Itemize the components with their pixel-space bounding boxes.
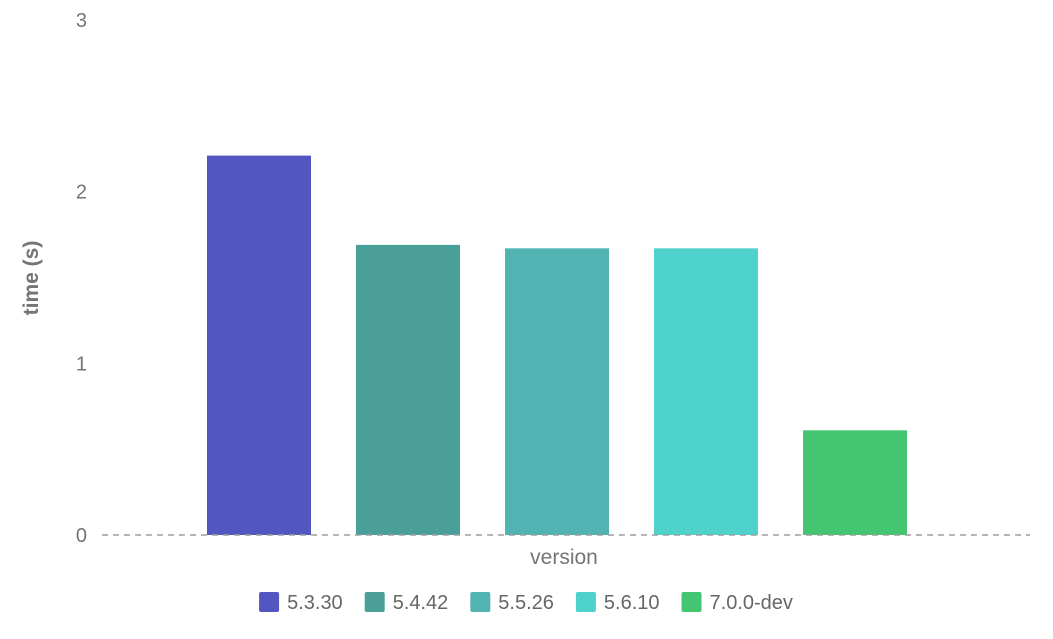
legend-label: 5.5.26 (498, 592, 554, 614)
legend-item[interactable]: 5.6.10 (575, 592, 660, 614)
bar-7.0.0-dev[interactable] (803, 430, 907, 535)
legend-item[interactable]: 7.0.0-dev (681, 592, 793, 614)
legend-label: 7.0.0-dev (710, 592, 793, 614)
legend-swatch (259, 592, 280, 612)
y-tick-label: 0 (76, 525, 87, 547)
legend-swatch (575, 592, 596, 612)
bar-5.6.10[interactable] (654, 248, 758, 536)
legend: 5.3.30 5.4.42 5.5.26 5.6.10 7.0.0-dev (259, 592, 793, 614)
legend-label: 5.4.42 (393, 592, 449, 614)
legend-item[interactable]: 5.5.26 (470, 592, 554, 614)
legend-swatch (470, 592, 491, 612)
y-axis-title: time (s) (20, 241, 43, 316)
y-tick-label: 1 (76, 353, 87, 375)
legend-item[interactable]: 5.3.30 (259, 592, 343, 614)
legend-item[interactable]: 5.4.42 (364, 592, 449, 614)
bar-5.5.26[interactable] (505, 248, 609, 536)
y-tick-label: 3 (76, 10, 87, 32)
x-axis-title: version (530, 546, 598, 569)
bars (207, 155, 907, 536)
legend-swatch (681, 592, 702, 612)
bar-5.3.30[interactable] (207, 155, 311, 535)
legend-swatch (364, 592, 385, 612)
legend-label: 5.3.30 (287, 592, 343, 614)
y-axis-ticks: 0 1 2 3 (76, 10, 87, 547)
legend-label: 5.6.10 (604, 592, 660, 614)
bar-5.4.42[interactable] (356, 244, 460, 535)
y-tick-label: 2 (76, 182, 87, 204)
